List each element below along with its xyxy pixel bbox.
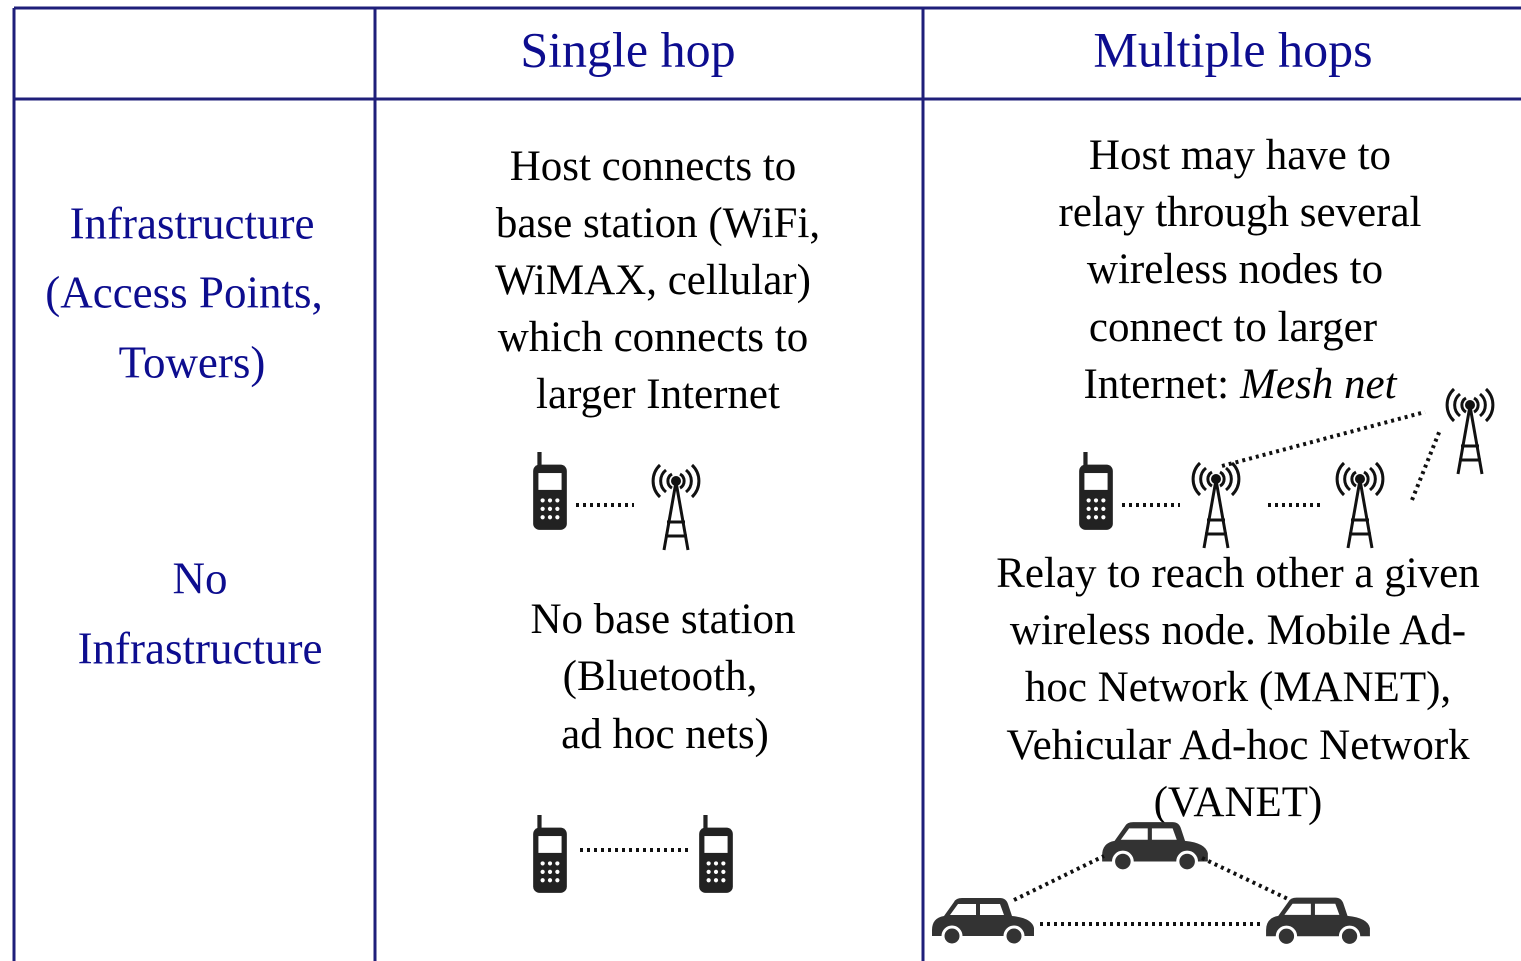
cell-text: (VANET)	[1154, 779, 1323, 826]
table-grid	[12, 6, 1521, 961]
multi-hop-noinfra-icons	[930, 820, 1372, 947]
cell-text: (Bluetooth,	[563, 653, 758, 700]
row-label: Towers)	[119, 337, 266, 387]
cell-text: Relay to reach other a given	[996, 550, 1480, 597]
cell-text: wireless node. Mobile Ad-	[1010, 607, 1466, 654]
row-label: No	[173, 553, 228, 603]
row-label: Infrastructure	[70, 198, 315, 248]
cell-text: No base station	[530, 596, 795, 643]
cell-text: connect to larger	[1089, 304, 1377, 351]
cell-text: Vehicular Ad-hoc Network	[1006, 722, 1470, 769]
emphasis-text: Mesh net	[1239, 361, 1397, 408]
row-label: (Access Points,	[45, 267, 322, 317]
cell-text: which connects to	[498, 314, 808, 361]
cell-text: wireless nodes to	[1087, 246, 1383, 293]
cell-text: ad hoc nets)	[561, 711, 769, 758]
single-hop-noinfra-icons	[533, 815, 733, 893]
cell-text: Internet: Mesh net	[1083, 361, 1397, 408]
cell-text: larger Internet	[536, 371, 780, 418]
column-header: Single hop	[520, 21, 735, 77]
cell-text: Internet:	[1083, 361, 1229, 408]
single-hop-infra-icons	[533, 452, 701, 552]
cell-text: base station (WiFi,	[496, 200, 820, 247]
cell-text: hoc Network (MANET),	[1025, 664, 1451, 711]
cell-text: WiMAX, cellular)	[495, 257, 811, 304]
multi-hop-infra-icons	[1079, 387, 1495, 550]
cell-text: Host may have to	[1089, 132, 1391, 179]
cell-text: Host connects to	[510, 143, 797, 190]
row-label: Infrastructure	[78, 623, 323, 673]
cell-text: relay through several	[1059, 189, 1422, 236]
column-header: Multiple hops	[1093, 21, 1372, 77]
